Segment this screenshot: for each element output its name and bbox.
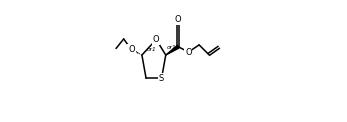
Polygon shape: [166, 45, 179, 55]
Text: O: O: [185, 48, 192, 57]
Text: or1: or1: [166, 45, 176, 50]
Text: O: O: [128, 45, 135, 54]
Text: or1: or1: [146, 47, 156, 52]
Text: O: O: [175, 15, 181, 24]
Text: S: S: [159, 74, 164, 83]
Text: O: O: [153, 35, 160, 44]
